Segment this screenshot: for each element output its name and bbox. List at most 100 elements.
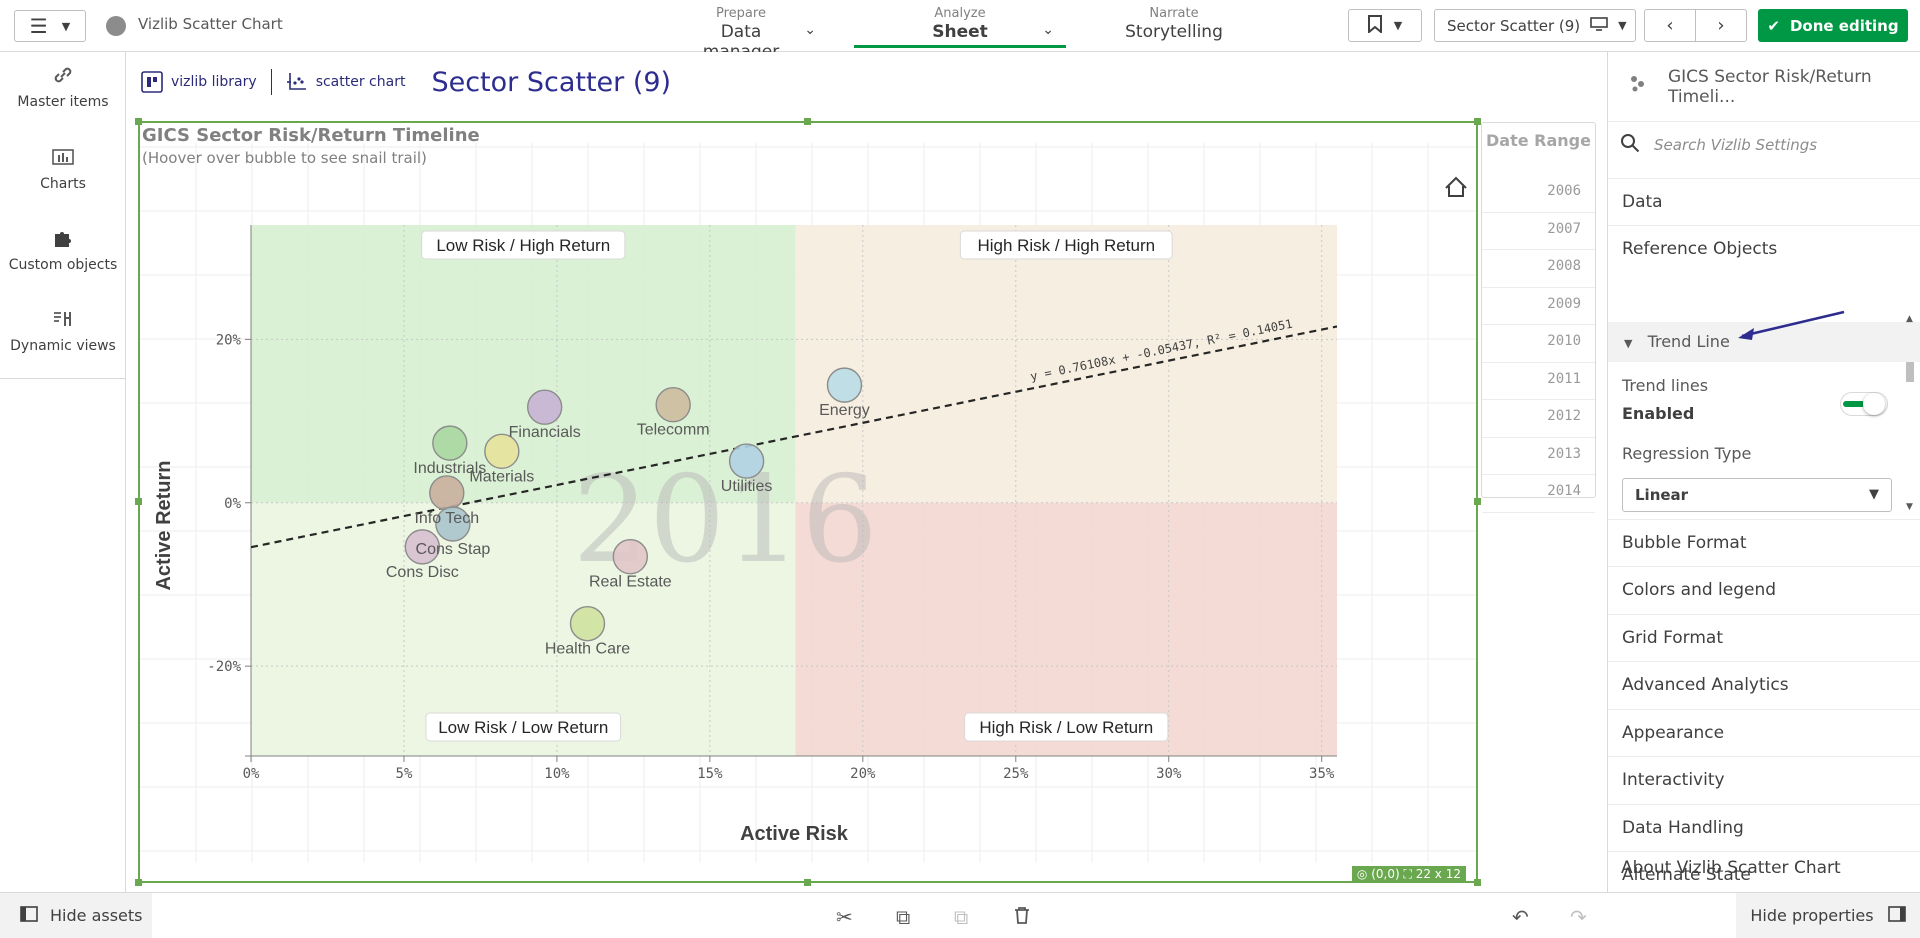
quadrant-label-bottom-right: High Risk / Low Return xyxy=(979,718,1153,737)
home-icon[interactable] xyxy=(1445,176,1467,197)
resize-handle-e[interactable] xyxy=(1474,498,1481,505)
next-sheet-button[interactable]: › xyxy=(1695,9,1747,42)
settings-item-appearance[interactable]: Appearance xyxy=(1608,709,1920,756)
scroll-down-icon[interactable]: ▼ xyxy=(1906,502,1913,512)
hide-assets-button[interactable]: Hide assets xyxy=(0,893,152,938)
bubble-utilities xyxy=(728,443,765,479)
checkmark-icon: ✔ xyxy=(1767,16,1780,35)
date-range-list: 2006 2007 2008 2009 2010 2011 2012 2013 … xyxy=(1482,175,1595,513)
settings-item-data-handling[interactable]: Data Handling xyxy=(1608,804,1920,851)
delete-icon[interactable] xyxy=(1014,905,1030,929)
scatter-object-icon xyxy=(1628,73,1650,100)
settings-item-advanced-analytics[interactable]: Advanced Analytics xyxy=(1608,661,1920,708)
date-range-item[interactable]: 2011 xyxy=(1482,363,1595,400)
date-range-item[interactable]: 2008 xyxy=(1482,250,1595,288)
resize-handle-ne[interactable] xyxy=(1474,118,1481,125)
chart-subtitle: (Hoover over bubble to see snail trail) xyxy=(142,149,427,167)
date-range-item[interactable]: 2010 xyxy=(1482,325,1595,363)
bubble-label: Info Tech xyxy=(414,510,479,527)
trend-lines-label: Trend lines xyxy=(1622,376,1709,395)
resize-handle-sw[interactable] xyxy=(135,879,142,886)
quadrant-label-top-left-box xyxy=(421,230,626,260)
trend-line-section[interactable]: ▼ Trend Line xyxy=(1608,322,1920,362)
custom-objects-button[interactable]: Custom objects xyxy=(0,227,126,273)
copy-icon[interactable]: ⧉ xyxy=(896,905,911,929)
resize-handle-w[interactable] xyxy=(135,498,142,505)
trend-line xyxy=(250,325,1338,549)
settings-item-alternate-state[interactable]: Alternate State xyxy=(1608,851,1920,898)
settings-item-about-label[interactable]: About Vizlib Scatter Chart xyxy=(1621,858,1841,878)
bubble-label: Financials xyxy=(509,424,581,441)
date-range-filter[interactable]: Date Range 2006 2007 2008 2009 2010 2011… xyxy=(1481,122,1596,513)
tab-analyze-main: Sheet xyxy=(932,22,988,42)
annotation-arrow xyxy=(1738,310,1845,340)
resize-handle-n[interactable] xyxy=(804,118,811,125)
scrollbar-thumb[interactable] xyxy=(1906,362,1914,382)
resize-handle-nw[interactable] xyxy=(135,118,142,125)
search-input[interactable]: Search Vizlib Settings xyxy=(1654,136,1818,154)
sheet-selector-label: Sector Scatter (9) xyxy=(1447,16,1581,35)
settings-item-bubble-format[interactable]: Bubble Format xyxy=(1608,519,1920,566)
scroll-up-icon[interactable]: ▲ xyxy=(1906,314,1913,324)
quadrant-label-top-right: High Risk / High Return xyxy=(977,236,1155,255)
sheet-canvas: vizlib library scatter chart Sector Scat… xyxy=(127,52,1607,892)
resize-icon: ⛶ xyxy=(1403,867,1412,881)
settings-item-interactivity[interactable]: Interactivity xyxy=(1608,756,1920,803)
properties-header: GICS Sector Risk/Return Timeli... xyxy=(1608,52,1920,122)
undo-icon[interactable]: ↶ xyxy=(1512,905,1529,929)
previous-sheet-button[interactable]: ‹ xyxy=(1644,9,1696,42)
chart-title: GICS Sector Risk/Return Timeline xyxy=(142,125,480,146)
settings-scrollbar[interactable]: ▲ ▼ xyxy=(1904,314,1916,512)
date-range-item[interactable]: 2006 xyxy=(1482,175,1595,213)
bubble-real-estate xyxy=(612,538,649,575)
dynamic-views-button[interactable]: Dynamic views xyxy=(0,308,126,354)
bubble-health-care xyxy=(569,605,606,642)
date-range-item[interactable]: 2007 xyxy=(1482,213,1595,250)
search-icon xyxy=(1620,133,1640,157)
trend-lines-toggle[interactable] xyxy=(1840,392,1888,416)
settings-item-reference-objects[interactable]: Reference Objects xyxy=(1608,225,1920,272)
date-range-item[interactable]: 2012 xyxy=(1482,400,1595,438)
bookmark-button[interactable]: ▼ xyxy=(1348,9,1422,42)
chevron-down-icon[interactable]: ⌄ xyxy=(1042,22,1054,38)
settings-search[interactable]: Search Vizlib Settings xyxy=(1608,124,1920,166)
charts-button[interactable]: Charts xyxy=(0,146,126,192)
panel-right-icon xyxy=(1887,905,1906,926)
sheet-selector[interactable]: Sector Scatter (9) ▼ xyxy=(1434,9,1636,42)
x-tick-label: 25% xyxy=(1003,766,1029,782)
main-menu-button[interactable]: ☰ ▼ xyxy=(14,10,86,42)
regression-type-dropdown[interactable]: Linear ▼ xyxy=(1622,478,1892,512)
bubble-info-tech xyxy=(429,475,465,511)
date-range-item[interactable]: 2014 xyxy=(1482,475,1595,513)
settings-item-grid-format[interactable]: Grid Format xyxy=(1608,614,1920,661)
master-items-button[interactable]: Master items xyxy=(0,64,126,110)
y-tick-label: 0% xyxy=(224,496,241,512)
x-tick-label: 10% xyxy=(544,766,570,782)
tab-analyze[interactable]: Analyze Sheet ⌄ xyxy=(854,4,1066,48)
cut-icon[interactable]: ✂ xyxy=(836,905,853,929)
resize-handle-s[interactable] xyxy=(804,879,811,886)
app-title: Vizlib Scatter Chart xyxy=(138,15,283,33)
toggle-knob xyxy=(1863,393,1885,415)
tab-narrate[interactable]: Narrate Storytelling xyxy=(1120,4,1228,48)
dynamic-views-label: Dynamic views xyxy=(10,338,116,354)
divider xyxy=(0,378,126,379)
tab-prepare[interactable]: Prepare Data manager ⌄ xyxy=(688,4,816,62)
hide-properties-button[interactable]: Hide properties xyxy=(1736,893,1920,938)
tab-prepare-sub: Prepare xyxy=(716,6,766,21)
regression-type-label: Regression Type xyxy=(1622,444,1752,463)
settings-item-colors-legend[interactable]: Colors and legend xyxy=(1608,566,1920,613)
redo-icon[interactable]: ↷ xyxy=(1570,905,1587,929)
chevron-right-icon: › xyxy=(1717,15,1725,36)
resize-handle-se[interactable] xyxy=(1474,879,1481,886)
bubble-energy xyxy=(826,367,863,403)
date-range-item[interactable]: 2013 xyxy=(1482,438,1595,475)
settings-item-data[interactable]: Data xyxy=(1608,178,1920,225)
vizlib-library-text: vizlib library xyxy=(171,74,257,90)
custom-objects-label: Custom objects xyxy=(8,257,118,273)
chevron-down-icon[interactable]: ⌄ xyxy=(804,22,816,38)
date-range-item[interactable]: 2009 xyxy=(1482,288,1595,325)
paste-icon[interactable]: ⧉ xyxy=(954,905,969,929)
scatter-chart-object[interactable]: 2016 0% 5% 10% 15% 20% 25% 30% 35% 20% 0% -20% Activ… xyxy=(135,118,1481,886)
done-editing-button[interactable]: ✔ Done editing xyxy=(1758,9,1908,42)
